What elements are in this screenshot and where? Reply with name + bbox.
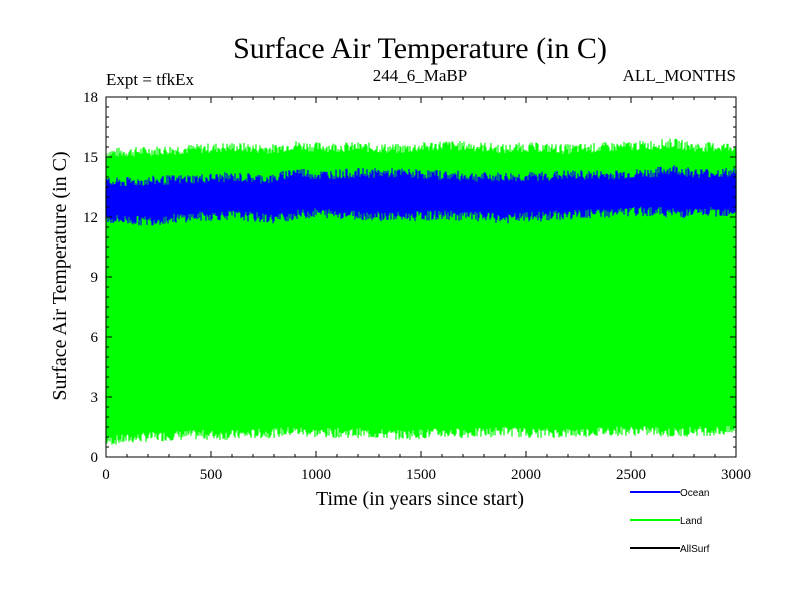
- x-tick-label: 2500: [616, 467, 646, 483]
- x-tick-label: 500: [200, 467, 223, 483]
- x-tick-label: 0: [102, 467, 110, 483]
- y-tick-label: 6: [91, 330, 99, 346]
- experiment-label: Expt = tfkEx: [106, 70, 194, 89]
- y-tick-label: 15: [83, 150, 98, 166]
- x-tick-label: 3000: [721, 467, 751, 483]
- legend-label-land: Land: [680, 516, 702, 527]
- months-label: ALL_MONTHS: [623, 66, 736, 85]
- x-tick-label: 1500: [406, 467, 436, 483]
- axes: 0 500 1000 1500 2000 2500 3000 0 3 6 9 12 15 18: [83, 90, 751, 483]
- x-tick-label: 2000: [511, 467, 541, 483]
- y-tick-label: 9: [91, 270, 99, 286]
- legend: Ocean Land AllSurf: [630, 488, 710, 555]
- y-tick-label: 3: [91, 390, 99, 406]
- legend-label-allsurf: AllSurf: [680, 544, 710, 555]
- run-label: 244_6_MaBP: [373, 66, 467, 85]
- x-axis-label: Time (in years since start): [316, 488, 524, 510]
- legend-label-ocean: Ocean: [680, 488, 709, 499]
- y-tick-label: 12: [83, 210, 98, 226]
- plot-area: [105, 138, 737, 445]
- y-tick-label: 0: [91, 450, 99, 466]
- y-tick-label: 18: [83, 90, 98, 106]
- x-tick-label: 1000: [301, 467, 331, 483]
- y-axis-label: Surface Air Temperature (in C): [49, 151, 71, 400]
- chart-title: Surface Air Temperature (in C): [233, 32, 607, 65]
